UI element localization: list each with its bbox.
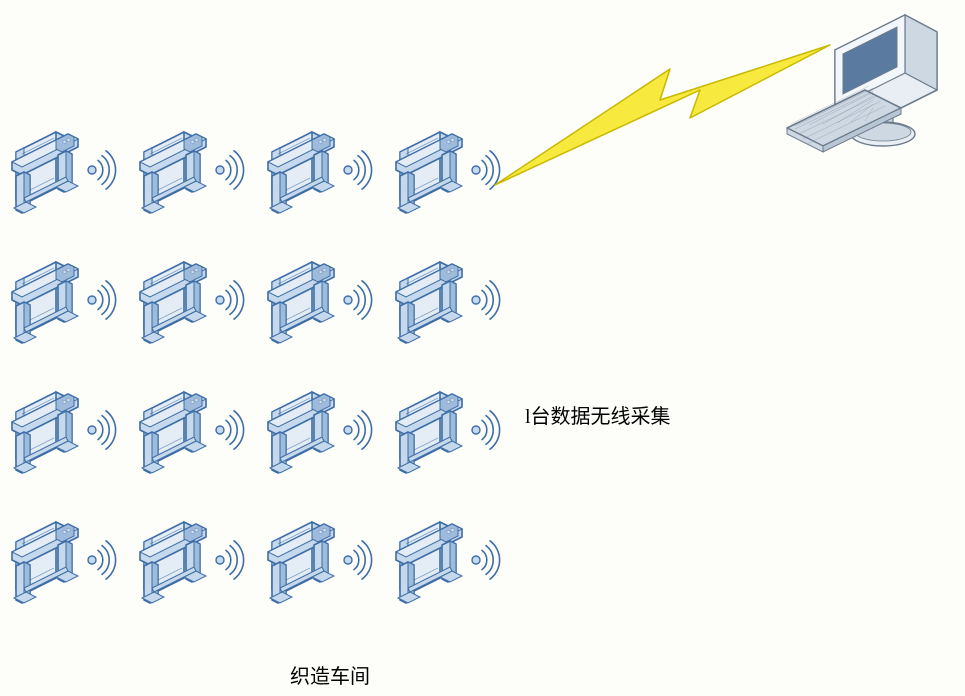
weaving-machine-icon (140, 262, 244, 343)
wireless-node-icon (88, 166, 96, 174)
diagram-canvas (0, 0, 965, 696)
wireless-node-icon (344, 426, 352, 434)
weaving-machine-icon (396, 262, 500, 343)
wireless-wave-icon (230, 286, 237, 315)
wireless-wave-icon (358, 286, 365, 315)
wireless-node-icon (344, 166, 352, 174)
weaving-machine-icon (396, 132, 500, 213)
wireless-node-icon (472, 556, 480, 564)
wireless-wave-icon (230, 546, 237, 575)
wireless-wave-icon (230, 156, 237, 185)
wireless-wave-icon (354, 420, 359, 439)
wireless-wave-icon (234, 541, 244, 579)
wireless-wave-icon (98, 420, 103, 439)
wireless-wave-icon (226, 290, 231, 309)
wireless-node-icon (344, 296, 352, 304)
weaving-machine-icon (268, 262, 372, 343)
wireless-wave-icon (102, 156, 109, 185)
label-weaving-workshop: 织造车间 (290, 660, 370, 689)
weaving-machine-icon (268, 132, 372, 213)
wireless-node-icon (472, 296, 480, 304)
weaving-machine-icon (140, 392, 244, 473)
wireless-wave-icon (354, 160, 359, 179)
wireless-wave-icon (482, 550, 487, 569)
wireless-wave-icon (490, 541, 500, 579)
weaving-machine-icon (268, 392, 372, 473)
wireless-node-icon (216, 166, 224, 174)
wireless-wave-icon (490, 281, 500, 319)
wireless-node-icon (88, 296, 96, 304)
wireless-wave-icon (362, 541, 372, 579)
wireless-wave-icon (362, 151, 372, 189)
wireless-node-icon (88, 556, 96, 564)
wireless-wave-icon (486, 156, 493, 185)
wireless-node-icon (472, 426, 480, 434)
wireless-wave-icon (362, 411, 372, 449)
wireless-wave-icon (98, 550, 103, 569)
wireless-wave-icon (354, 550, 359, 569)
wireless-node-icon (216, 556, 224, 564)
wireless-wave-icon (358, 416, 365, 445)
wireless-wave-icon (106, 151, 116, 189)
weaving-machine-icon (12, 522, 116, 603)
wireless-wave-icon (102, 416, 109, 445)
weaving-machine-icon (268, 522, 372, 603)
wireless-wave-icon (362, 281, 372, 319)
weaving-machine-icon (12, 262, 116, 343)
wireless-wave-icon (106, 411, 116, 449)
weaving-machine-icon (140, 522, 244, 603)
wireless-node-icon (472, 166, 480, 174)
wireless-wave-icon (482, 420, 487, 439)
wireless-wave-icon (482, 160, 487, 179)
weaving-machine-icon (396, 392, 500, 473)
wireless-wave-icon (102, 546, 109, 575)
computer-icon (787, 15, 937, 152)
wireless-wave-icon (234, 411, 244, 449)
wireless-wave-icon (486, 546, 493, 575)
weaving-machine-icon (396, 522, 500, 603)
wireless-wave-icon (106, 281, 116, 319)
wireless-wave-icon (358, 156, 365, 185)
wireless-wave-icon (102, 286, 109, 315)
wireless-wave-icon (490, 411, 500, 449)
wireless-wave-icon (226, 160, 231, 179)
weaving-machine-icon (140, 132, 244, 213)
wireless-wave-icon (354, 290, 359, 309)
wireless-wave-icon (106, 541, 116, 579)
wireless-wave-icon (234, 151, 244, 189)
wireless-wave-icon (486, 286, 493, 315)
wireless-node-icon (88, 426, 96, 434)
wireless-wave-icon (234, 281, 244, 319)
wireless-wave-icon (230, 416, 237, 445)
label-wireless-collect: l台数据无线采集 (525, 400, 671, 429)
wireless-node-icon (344, 556, 352, 564)
wireless-node-icon (216, 426, 224, 434)
wireless-wave-icon (226, 550, 231, 569)
wireless-wave-icon (490, 151, 500, 189)
lightning-bolt-icon (495, 45, 830, 185)
wireless-wave-icon (358, 546, 365, 575)
wireless-wave-icon (98, 290, 103, 309)
wireless-wave-icon (98, 160, 103, 179)
wireless-wave-icon (482, 290, 487, 309)
wireless-node-icon (216, 296, 224, 304)
weaving-machine-icon (12, 392, 116, 473)
wireless-wave-icon (486, 416, 493, 445)
wireless-wave-icon (226, 420, 231, 439)
weaving-machine-icon (12, 132, 116, 213)
